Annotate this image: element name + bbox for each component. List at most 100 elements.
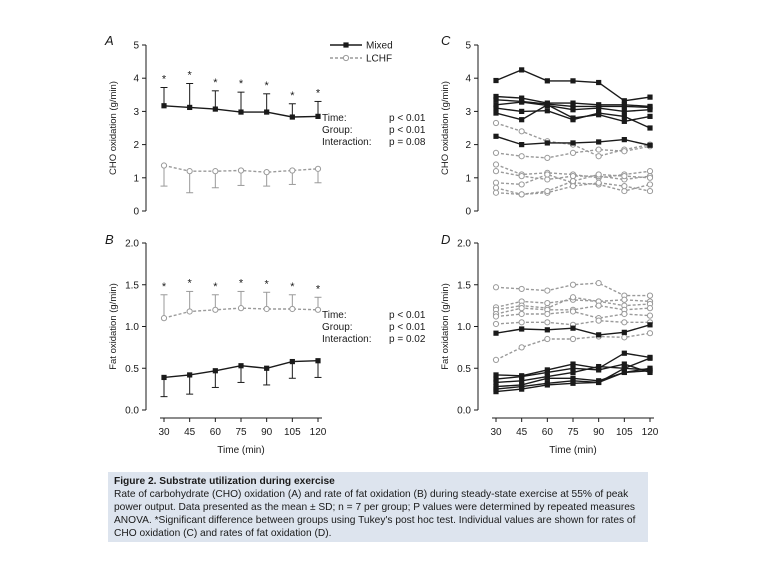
individual-point-lchf (518, 305, 525, 312)
y-tick-label: 1.5 (457, 280, 471, 291)
data-point-lchf (263, 169, 270, 176)
significance-marker: * (162, 281, 167, 293)
individual-point-mixed (493, 330, 499, 336)
x-tick-label: 105 (284, 427, 301, 438)
y-tick-label: 0 (133, 207, 139, 218)
data-point-lchf (237, 305, 245, 312)
individual-point-mixed (621, 365, 627, 371)
individual-point-mixed (544, 327, 550, 333)
data-point-lchf (186, 168, 193, 175)
y-tick-label: 1.5 (125, 280, 139, 291)
individual-point-lchf (569, 178, 577, 185)
individual-point-mixed (570, 361, 576, 367)
data-point-mixed (289, 358, 295, 365)
individual-point-mixed (647, 142, 653, 148)
individual-point-lchf (518, 153, 525, 160)
data-point-mixed (238, 109, 244, 115)
data-point-mixed (315, 113, 321, 119)
y-axis-title: Fat oxidation (g/min) (440, 283, 451, 370)
stat-value: p < 0.01 (389, 322, 426, 333)
individual-point-lchf (646, 305, 654, 312)
stat-value: p < 0.01 (389, 310, 426, 321)
individual-point-lchf (544, 300, 551, 307)
stat-value: p < 0.01 (389, 113, 426, 124)
individual-point-lchf (646, 330, 654, 337)
significance-marker: * (188, 70, 193, 82)
individual-point-mixed (519, 378, 525, 384)
caption-title: Figure 2. Substrate utilization during e… (114, 476, 335, 487)
individual-point-lchf (621, 148, 628, 155)
individual-point-mixed (519, 142, 525, 148)
legend-label: LCHF (366, 54, 392, 65)
individual-point-lchf (646, 312, 654, 319)
x-tick-label: 60 (542, 427, 554, 438)
data-point-lchf (289, 305, 296, 313)
individual-point-lchf (595, 179, 602, 186)
individual-point-mixed (596, 139, 602, 145)
significance-marker: * (265, 80, 270, 92)
panel-b: B 0.0 0.5 1.0 1.5 2.0 Fat oxidation (g/min) 30 4… (105, 232, 426, 456)
individual-point-lchf (569, 281, 577, 288)
individual-point-mixed (519, 108, 525, 114)
individual-point-mixed (570, 380, 576, 386)
stat-label: Interaction: (322, 137, 371, 148)
individual-point-lchf (621, 319, 628, 326)
individual-point-mixed (570, 103, 576, 110)
panel-d: D 0.0 0.5 1.0 1.5 2.0 Fat oxidation (g/min) 30 4… (440, 232, 659, 456)
individual-point-mixed (621, 103, 627, 110)
y-tick-label: 0.0 (457, 406, 471, 417)
data-point-lchf (212, 168, 219, 175)
stat-label: Time: (322, 310, 347, 321)
individual-point-mixed (519, 117, 525, 123)
individual-point-mixed (570, 115, 576, 121)
y-tick-label: 5 (465, 41, 471, 52)
x-tick-label: 45 (184, 427, 196, 438)
individual-point-mixed (621, 369, 627, 376)
individual-point-mixed (621, 113, 627, 119)
individual-point-lchf (621, 187, 628, 195)
individual-point-mixed (570, 369, 576, 376)
individual-point-lchf (544, 176, 551, 183)
data-point-mixed (264, 109, 270, 115)
individual-point-mixed (493, 379, 499, 386)
individual-point-lchf (595, 146, 602, 153)
y-axis-title: Fat oxidation (g/min) (108, 283, 119, 370)
individual-point-mixed (493, 93, 499, 100)
data-point-lchf (263, 305, 270, 313)
significance-marker: * (239, 78, 244, 90)
individual-point-mixed (570, 140, 576, 146)
individual-point-mixed (621, 118, 627, 124)
stat-label: Group: (322, 322, 353, 333)
individual-point-lchf (492, 313, 500, 320)
individual-point-mixed (493, 105, 499, 111)
y-tick-label: 4 (133, 74, 139, 85)
data-point-mixed (161, 103, 167, 109)
x-tick-label: 30 (158, 427, 170, 438)
individual-point-mixed (647, 125, 653, 131)
individual-point-mixed (519, 67, 525, 73)
individual-point-lchf (518, 344, 525, 351)
x-tick-label: 45 (516, 427, 528, 438)
significance-marker: * (265, 278, 270, 290)
legend-marker (343, 42, 349, 48)
data-point-mixed (212, 368, 218, 374)
individual-point-mixed (596, 332, 602, 338)
individual-point-mixed (544, 108, 550, 114)
significance-marker: * (162, 73, 167, 85)
y-tick-label: 1 (465, 173, 471, 184)
data-point-lchf (212, 306, 219, 313)
individual-point-lchf (544, 187, 551, 195)
panel-label: A (104, 33, 114, 48)
individual-point-lchf (544, 310, 551, 318)
individual-point-mixed (596, 367, 602, 373)
x-tick-label: 90 (261, 427, 273, 438)
individual-point-lchf (492, 179, 500, 186)
individual-point-mixed (544, 375, 550, 381)
individual-point-lchf (569, 294, 577, 301)
individual-point-lchf (569, 173, 577, 180)
individual-point-lchf (569, 335, 577, 343)
individual-point-lchf (492, 149, 500, 156)
individual-point-mixed (493, 376, 499, 382)
individual-point-mixed (596, 112, 602, 118)
individual-point-lchf (544, 154, 551, 161)
